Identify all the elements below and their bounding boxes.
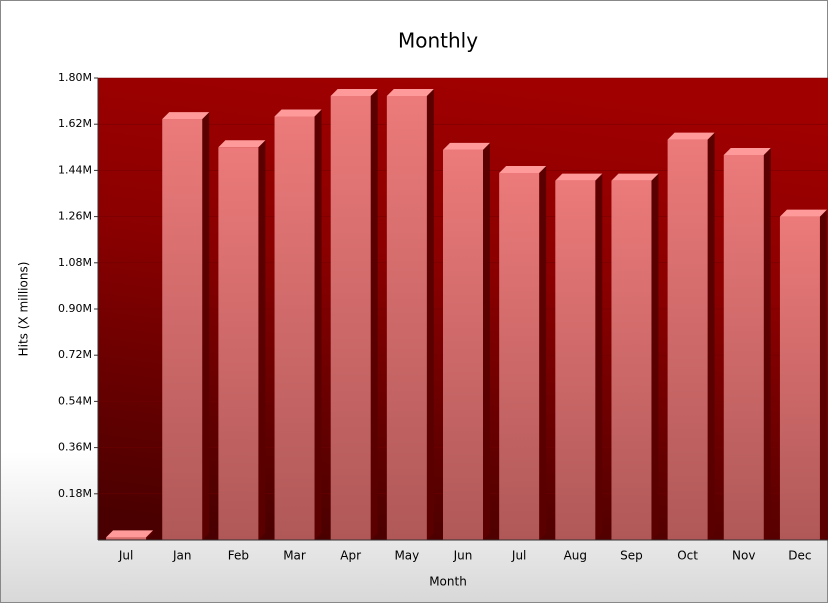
bar-side (819, 209, 827, 540)
bar (218, 140, 266, 541)
bar (274, 109, 322, 540)
bar-front (443, 149, 483, 540)
bar-side (483, 142, 490, 540)
y-tick-label: 0.90M (58, 302, 92, 315)
bar-side (146, 530, 154, 540)
x-tick-label: Jul (118, 549, 133, 563)
x-tick-label: Apr (340, 549, 361, 563)
bar-top (443, 142, 490, 150)
y-axis-label: Hits (X millions) (17, 262, 31, 357)
bar-front (779, 216, 820, 540)
y-tick-label: 1.26M (58, 210, 92, 223)
bar-front (218, 147, 259, 541)
bar-front (386, 95, 427, 540)
bar (330, 88, 378, 540)
bar-top (611, 173, 659, 181)
bar-front (274, 116, 315, 540)
bar-front (330, 95, 371, 540)
bar (499, 165, 547, 540)
x-tick-label: Oct (677, 549, 698, 563)
bar-top (218, 140, 266, 148)
y-tick-label: 0.72M (58, 348, 92, 361)
bar-side (763, 148, 771, 540)
y-tick-label: 1.44M (58, 163, 92, 176)
bar-front (611, 180, 652, 540)
bar-front (162, 119, 203, 541)
chart-title: Monthly (398, 29, 478, 53)
bar-side (314, 109, 322, 540)
bar-top (330, 88, 378, 96)
bar-front (723, 155, 764, 540)
bar (779, 209, 827, 540)
bar (555, 173, 603, 540)
x-axis-label: Month (429, 575, 467, 589)
bar-side (651, 173, 659, 540)
bar-front (555, 180, 596, 540)
bar-top (106, 530, 154, 538)
bar (386, 88, 434, 540)
bar (611, 173, 659, 540)
y-tick-label: 0.36M (58, 441, 92, 454)
x-tick-label: Feb (228, 549, 249, 563)
bar-front (106, 537, 147, 540)
bar-top (499, 165, 547, 173)
x-tick-label: Aug (564, 549, 587, 563)
bar-side (539, 165, 547, 540)
bar-side (370, 88, 378, 540)
x-tick-label: May (394, 549, 419, 563)
bar-side (202, 112, 210, 541)
bar-side (595, 173, 603, 540)
x-tick-label: Mar (283, 549, 306, 563)
bar-top (386, 88, 434, 96)
bar-top (274, 109, 322, 117)
bar-side (707, 132, 715, 540)
bar-top (555, 173, 603, 181)
y-tick-label: 0.54M (58, 394, 92, 407)
bar (162, 112, 210, 541)
x-tick-label: Jul (511, 549, 526, 563)
y-tick-label: 1.80M (58, 71, 92, 84)
bar-side (426, 88, 434, 540)
bar-front (499, 172, 540, 540)
bar (443, 142, 490, 540)
x-tick-label: Nov (732, 549, 755, 563)
x-tick-label: Sep (620, 549, 643, 563)
bar (723, 148, 771, 540)
x-tick-label: Jun (453, 549, 473, 563)
bar-top (779, 209, 827, 217)
x-tick-label: Dec (788, 549, 811, 563)
bar-top (723, 148, 771, 155)
bar-side (258, 140, 266, 541)
x-tick-label: Jan (172, 549, 192, 563)
y-tick-label: 0.18M (58, 487, 92, 500)
y-tick-label: 1.62M (58, 117, 92, 130)
bar-top (667, 132, 715, 140)
bar-front (667, 139, 708, 540)
bar (667, 132, 715, 540)
bar-top (162, 112, 210, 120)
bar (106, 530, 154, 540)
y-tick-label: 1.08M (58, 256, 92, 269)
